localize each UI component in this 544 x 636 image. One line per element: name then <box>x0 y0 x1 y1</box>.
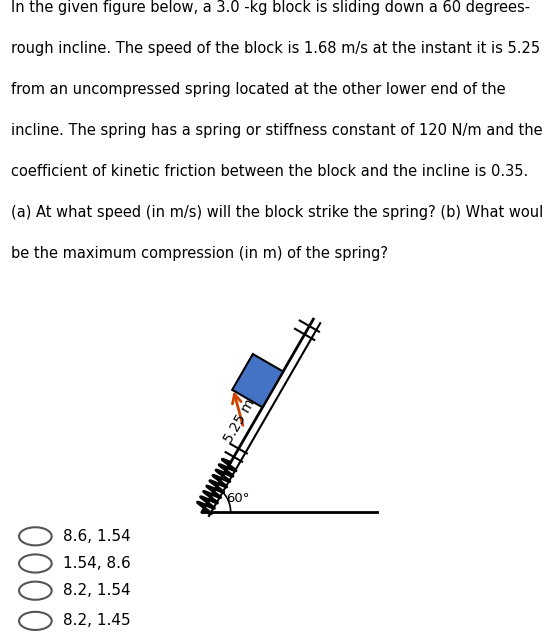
Text: incline. The spring has a spring or stiffness constant of 120 N/m and the: incline. The spring has a spring or stif… <box>11 123 542 138</box>
Text: 8.2, 1.54: 8.2, 1.54 <box>63 583 130 598</box>
Text: In the given figure below, a 3.0 -kg block is sliding down a 60 degrees-: In the given figure below, a 3.0 -kg blo… <box>11 0 530 15</box>
Text: coefficient of kinetic friction between the block and the incline is 0.35.: coefficient of kinetic friction between … <box>11 164 528 179</box>
Text: (a) At what speed (in m/s) will the block strike the spring? (b) What would: (a) At what speed (in m/s) will the bloc… <box>11 205 544 220</box>
Text: be the maximum compression (in m) of the spring?: be the maximum compression (in m) of the… <box>11 245 388 261</box>
Text: rough incline. The speed of the block is 1.68 m/s at the instant it is 5.25 m: rough incline. The speed of the block is… <box>11 41 544 56</box>
Text: 60°: 60° <box>226 492 250 505</box>
Text: 1.54, 8.6: 1.54, 8.6 <box>63 556 131 571</box>
Polygon shape <box>232 354 283 407</box>
Text: from an uncompressed spring located at the other lower end of the: from an uncompressed spring located at t… <box>11 82 505 97</box>
Text: 8.6, 1.54: 8.6, 1.54 <box>63 529 131 544</box>
Text: 5.25 m: 5.25 m <box>222 396 258 445</box>
Text: 8.2, 1.45: 8.2, 1.45 <box>63 613 130 628</box>
